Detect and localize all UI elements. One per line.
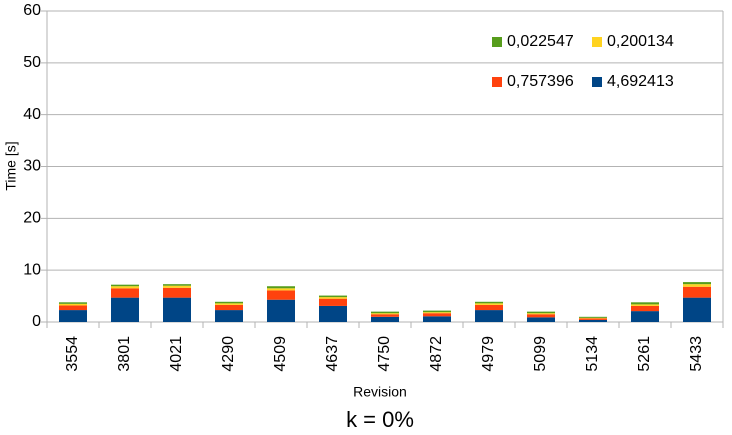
y-tick-label: 0 bbox=[32, 313, 41, 330]
bar-segment bbox=[163, 297, 191, 322]
x-tick-label: 5261 bbox=[636, 336, 653, 372]
bar-segment bbox=[59, 302, 87, 304]
bar-segment bbox=[631, 311, 659, 322]
bar-segment bbox=[111, 288, 139, 298]
x-tick-label: 4290 bbox=[220, 336, 237, 372]
x-tick-label: 3801 bbox=[116, 336, 133, 372]
bar-segment bbox=[215, 303, 243, 305]
x-tick-label: 4637 bbox=[324, 336, 341, 372]
bar-segment bbox=[59, 303, 87, 306]
bar-segment bbox=[111, 286, 139, 289]
bar-segment bbox=[631, 302, 659, 305]
bar-segment bbox=[683, 286, 711, 298]
bar-segment bbox=[423, 312, 451, 314]
bar-segment bbox=[527, 313, 555, 315]
bar-segment bbox=[371, 316, 399, 322]
bar-segment bbox=[267, 299, 295, 322]
bar-segment bbox=[683, 282, 711, 285]
bar-segment bbox=[267, 290, 295, 300]
bar-segment bbox=[475, 304, 503, 311]
bar-segment bbox=[59, 305, 87, 311]
bar-segment bbox=[163, 284, 191, 286]
bar-segment bbox=[215, 304, 243, 311]
bar-segment bbox=[163, 285, 191, 288]
legend-label: 0,757396 bbox=[507, 73, 574, 90]
bar-segment bbox=[423, 316, 451, 322]
y-tick-label: 20 bbox=[23, 210, 41, 227]
x-tick-label: 5099 bbox=[532, 336, 549, 372]
y-tick-label: 40 bbox=[23, 106, 41, 123]
x-tick-label: 4979 bbox=[480, 336, 497, 372]
y-axis-title: Time [s] bbox=[3, 141, 19, 190]
x-tick-label: 4509 bbox=[272, 336, 289, 372]
bar-segment bbox=[579, 319, 607, 322]
bar-segment bbox=[267, 288, 295, 291]
legend-label: 4,692413 bbox=[607, 73, 674, 90]
bar-segment bbox=[527, 314, 555, 318]
chart-title: k = 0% bbox=[346, 407, 414, 432]
x-tick-label: 5433 bbox=[688, 336, 705, 372]
bar-segment bbox=[631, 304, 659, 306]
bar-segment bbox=[579, 316, 607, 318]
bar-segment bbox=[371, 314, 399, 317]
y-tick-label: 10 bbox=[23, 261, 41, 278]
bar-segment bbox=[631, 305, 659, 312]
bar-segment bbox=[475, 303, 503, 305]
bar-segment bbox=[111, 297, 139, 322]
bar-segment bbox=[371, 313, 399, 315]
legend-swatch bbox=[592, 37, 602, 47]
bar-segment bbox=[579, 318, 607, 320]
x-tick-label: 4021 bbox=[168, 336, 185, 372]
y-tick-label: 60 bbox=[23, 2, 41, 19]
bar-segment bbox=[423, 313, 451, 317]
x-tick-label: 3554 bbox=[64, 336, 81, 372]
x-axis-title: Revision bbox=[353, 384, 407, 400]
x-tick-label: 4872 bbox=[428, 336, 445, 372]
bar-segment bbox=[319, 295, 347, 298]
bar-segment bbox=[527, 317, 555, 322]
bar-segment bbox=[267, 286, 295, 289]
bar-segment bbox=[423, 310, 451, 313]
bar-segment bbox=[319, 305, 347, 322]
legend-label: 0,022547 bbox=[507, 33, 574, 50]
legend-swatch bbox=[492, 77, 502, 87]
bar-segment bbox=[215, 301, 243, 304]
bar-segment bbox=[475, 301, 503, 304]
legend-swatch bbox=[592, 77, 602, 87]
bar-segment bbox=[319, 298, 347, 306]
bar-segment bbox=[111, 284, 139, 287]
bar-segment bbox=[683, 284, 711, 287]
bar-segment bbox=[527, 311, 555, 314]
bar-segment bbox=[683, 297, 711, 322]
y-tick-label: 50 bbox=[23, 54, 41, 71]
bar-segment bbox=[475, 310, 503, 322]
x-tick-label: 4750 bbox=[376, 336, 393, 372]
y-tick-label: 30 bbox=[23, 158, 41, 175]
bar-segment bbox=[215, 310, 243, 322]
legend-swatch bbox=[492, 37, 502, 47]
x-tick-label: 5134 bbox=[584, 336, 601, 372]
bar-segment bbox=[319, 297, 347, 299]
legend-label: 0,200134 bbox=[607, 33, 674, 50]
bar-segment bbox=[59, 310, 87, 322]
bar-segment bbox=[371, 311, 399, 314]
bar-segment bbox=[579, 317, 607, 319]
bar-segment bbox=[163, 287, 191, 298]
